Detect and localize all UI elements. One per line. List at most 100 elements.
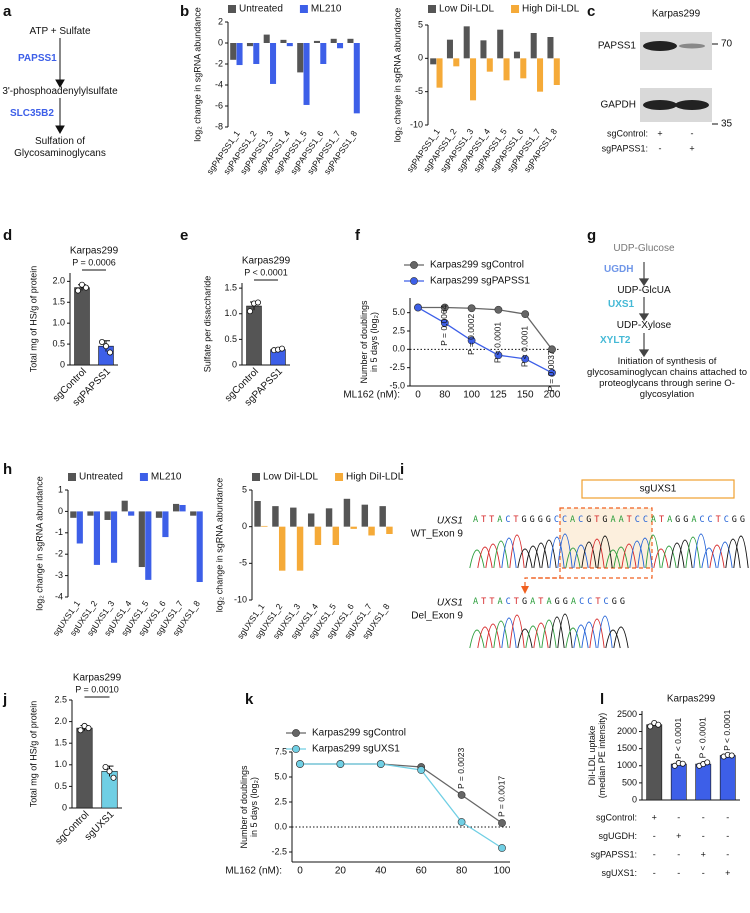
chromatogram-peak xyxy=(717,541,733,569)
panel-label: d xyxy=(3,227,12,244)
base: G xyxy=(602,515,607,525)
data-point xyxy=(548,368,556,377)
condition-sign: + xyxy=(689,143,694,153)
chromatogram-peak xyxy=(469,629,485,649)
chromatogram-peak xyxy=(629,540,645,569)
blot-band xyxy=(643,41,677,51)
x-tick-label: 80 xyxy=(439,390,451,401)
bar xyxy=(93,511,101,565)
condition-sign: + xyxy=(725,868,730,878)
enzyme: UGDH xyxy=(604,264,634,275)
chromatogram-peak xyxy=(565,627,581,649)
bar xyxy=(332,526,340,545)
p-value: P < 0.0001 xyxy=(698,717,708,758)
data-point xyxy=(655,721,662,728)
y-tick-label: 2.5 xyxy=(54,694,67,704)
chromatogram-peak xyxy=(557,533,573,569)
chromatogram-peak xyxy=(605,549,621,569)
gene-label: UXS1 xyxy=(437,598,463,609)
x-tick-label: 125 xyxy=(490,390,507,401)
pathway-step: UDP-Glucose xyxy=(613,243,675,254)
y-tick-label: 1.5 xyxy=(52,297,65,307)
chromatogram-peak xyxy=(733,535,749,569)
base: A xyxy=(530,597,535,607)
data-point xyxy=(647,723,654,730)
y-axis-label-line: Number of doublings xyxy=(239,765,249,849)
legend-label: ML210 xyxy=(151,472,182,483)
panel-label: e xyxy=(180,227,188,244)
chart-title: Karpas299 xyxy=(242,256,291,267)
data-point xyxy=(498,819,506,827)
condition-sign: - xyxy=(677,868,680,878)
bar xyxy=(314,526,322,545)
guide-label: sgUXS1 xyxy=(640,484,677,495)
bar xyxy=(270,43,277,84)
y-tick-label: 0.5 xyxy=(54,781,67,791)
panel-label: i xyxy=(400,461,404,478)
base: T xyxy=(481,515,486,525)
bar xyxy=(497,29,504,59)
chromatogram-peak xyxy=(549,616,565,649)
y-tick-label: 5.0 xyxy=(274,771,287,781)
y-tick-label: -2.5 xyxy=(271,846,287,856)
bar xyxy=(303,43,310,105)
data-point xyxy=(521,310,530,319)
y-tick-label: 2.5 xyxy=(274,796,287,806)
base: A xyxy=(691,515,696,525)
x-tick-label: 100 xyxy=(463,390,480,401)
base: T xyxy=(595,597,600,607)
bar xyxy=(320,43,327,64)
base: T xyxy=(489,597,494,607)
data-point xyxy=(246,308,253,315)
bar xyxy=(155,511,163,518)
chromatogram-peak xyxy=(589,538,605,569)
legend-label: High DiI-LDL xyxy=(522,4,580,15)
pathway-step: UDP-Xylose xyxy=(616,320,672,331)
data-point xyxy=(467,304,476,313)
x-axis-label: ML162 (nM): xyxy=(343,390,400,401)
x-tick-label: sgControl xyxy=(53,809,91,847)
data-point xyxy=(79,281,86,288)
enzyme: UXS1 xyxy=(608,299,635,310)
base: A xyxy=(619,515,624,525)
bar xyxy=(110,511,118,563)
enzyme: PAPSS1 xyxy=(18,53,57,64)
bar xyxy=(368,526,375,536)
condition-sign: - xyxy=(677,812,680,822)
pathway-step: Sulfation of Glycosaminoglycans xyxy=(14,136,106,159)
bar xyxy=(286,43,293,47)
y-tick-label: -3 xyxy=(55,570,63,580)
condition-sign: - xyxy=(653,868,656,878)
y-tick-label: 2.0 xyxy=(54,716,67,726)
base: A xyxy=(497,515,502,525)
bar xyxy=(486,58,493,72)
data-point xyxy=(85,725,92,732)
base: G xyxy=(586,515,591,525)
base: G xyxy=(530,515,535,525)
bar xyxy=(254,501,261,527)
base: C xyxy=(708,515,713,525)
bar xyxy=(172,503,180,512)
bar xyxy=(290,507,297,527)
base: G xyxy=(740,515,745,525)
base: A xyxy=(610,515,615,525)
base: C xyxy=(562,515,567,525)
bar xyxy=(179,504,186,512)
chromatogram-peak xyxy=(645,534,661,569)
condition-sign: - xyxy=(659,143,662,153)
y-axis-label: Number of doublingsin 5 days (log₂) xyxy=(239,765,259,849)
base: A xyxy=(651,515,656,525)
legend-marker xyxy=(410,261,418,269)
chromatogram-peak xyxy=(493,620,509,649)
chromatogram-peak xyxy=(517,548,533,569)
chromatogram-peak xyxy=(597,535,613,569)
y-tick-label: -5 xyxy=(415,86,423,96)
x-tick-label: 60 xyxy=(416,866,428,877)
bar xyxy=(513,51,520,59)
bar xyxy=(253,43,260,64)
chromatogram-peak xyxy=(581,621,597,649)
chromatogram-peak xyxy=(525,625,541,649)
y-tick-label: 2500 xyxy=(617,709,637,719)
y-tick-label: 1 xyxy=(58,484,63,494)
